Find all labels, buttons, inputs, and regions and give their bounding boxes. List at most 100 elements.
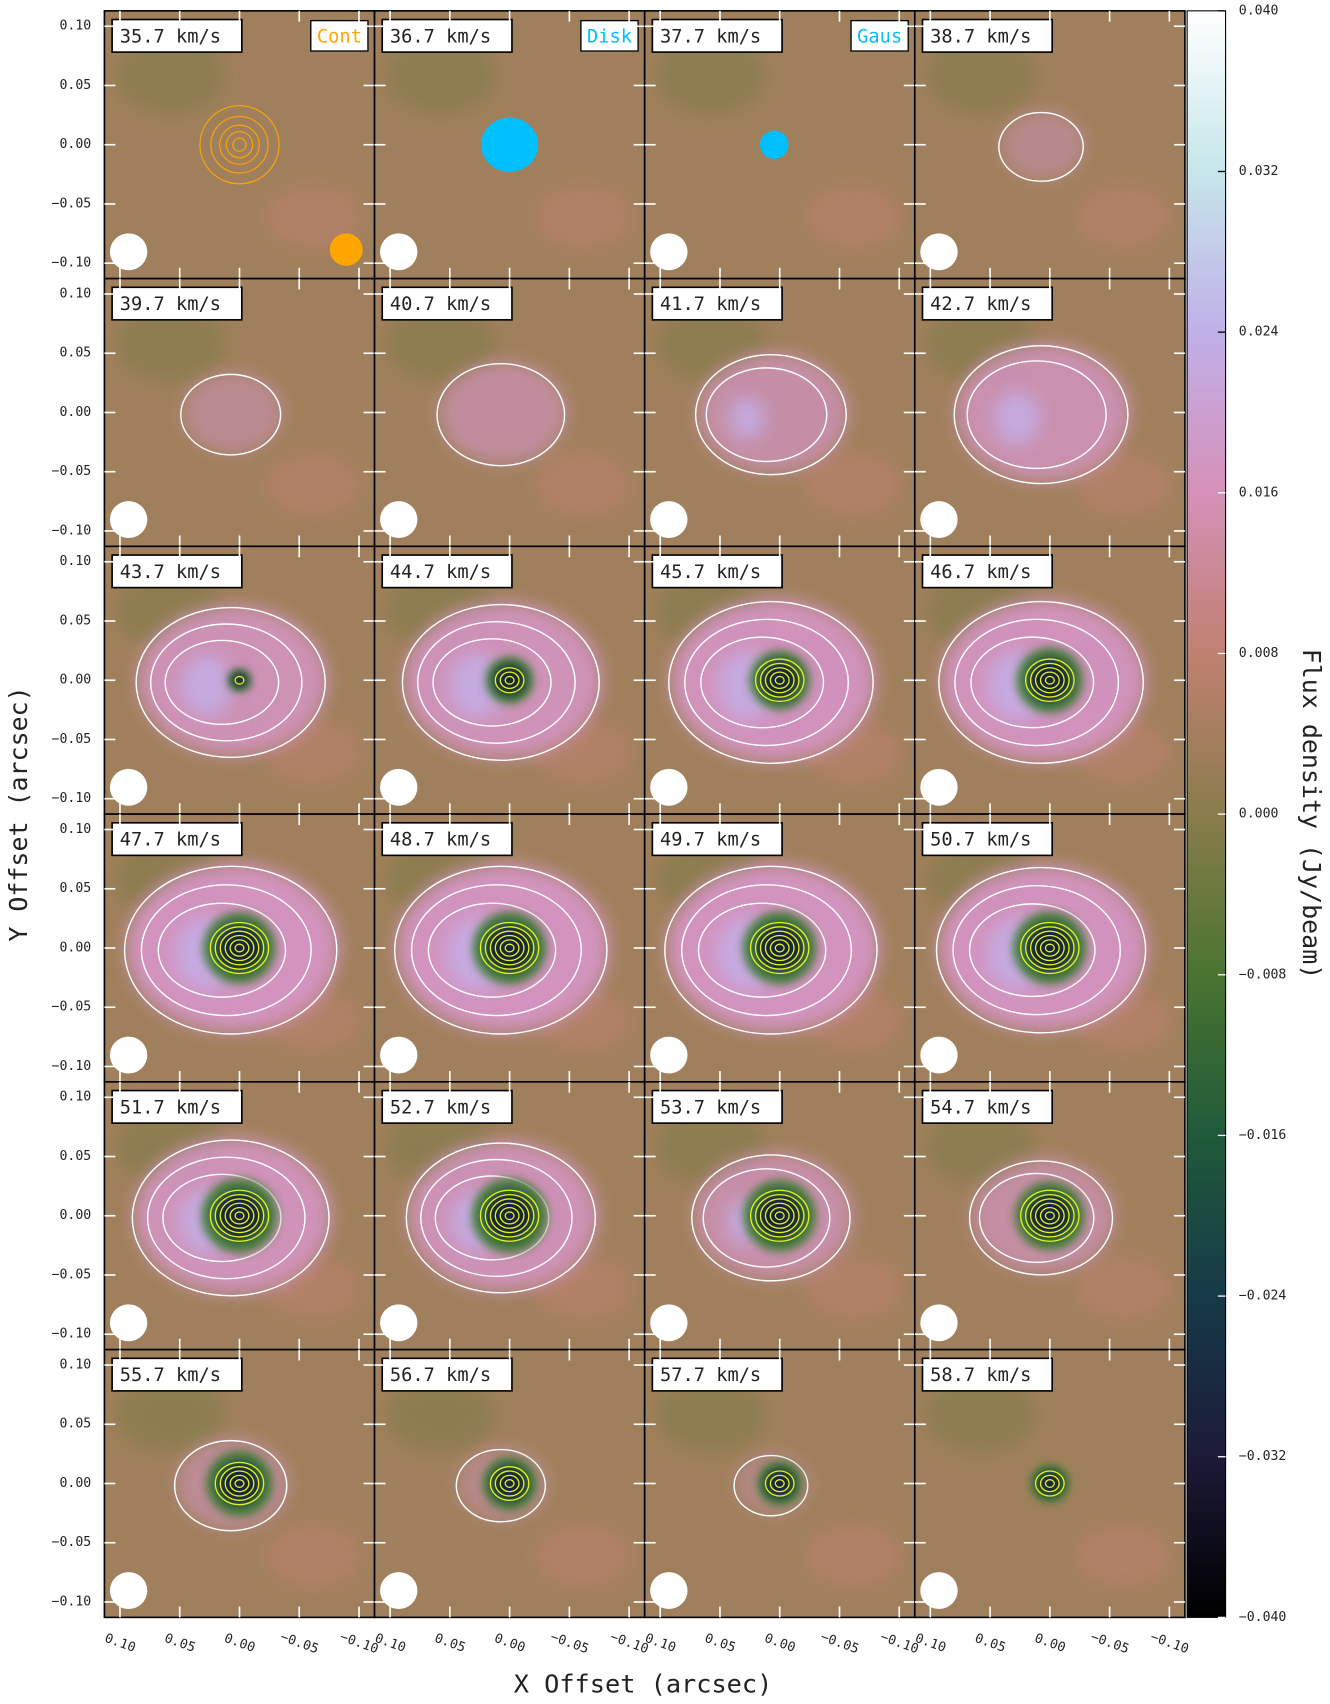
y-tick-label: 0.05: [59, 78, 91, 93]
x-tick-label: 0.00: [222, 1631, 257, 1656]
contour: [455, 1448, 547, 1523]
panel: [104, 546, 375, 815]
contour: [180, 373, 282, 456]
legend-label: Disk: [587, 26, 632, 47]
contour: [135, 606, 326, 759]
panel: [644, 1349, 915, 1618]
x-tick-label: 0.10: [373, 1631, 408, 1656]
y-tick-label: −0.05: [52, 197, 92, 212]
y-tick-label: 0.05: [59, 1417, 91, 1432]
panel: [374, 10, 645, 279]
channel-label-box: [651, 1089, 783, 1124]
contour: [504, 675, 515, 685]
model-contour: [225, 131, 254, 159]
panel: [914, 278, 1185, 547]
model-contour: [210, 115, 269, 174]
beam: [380, 1036, 418, 1074]
model-contour: [219, 124, 260, 165]
channel-label-box: [921, 18, 1054, 53]
channel-label: 44.7 km/s: [390, 562, 491, 583]
panel: [914, 546, 1185, 815]
model-gaussian: [759, 130, 789, 159]
contour: [140, 884, 312, 1017]
channel-label: 46.7 km/s: [930, 562, 1031, 583]
absorption-core: [765, 1469, 795, 1498]
contour: [229, 939, 250, 957]
y-tick-label: 0.10: [59, 1358, 91, 1373]
contour: [1029, 662, 1070, 698]
noise: [1074, 184, 1174, 250]
beam: [109, 1036, 148, 1074]
contour: [149, 623, 303, 742]
colorbar-tick-label: −0.008: [1239, 967, 1287, 982]
channel-label-box: [381, 821, 513, 857]
contour: [680, 884, 853, 1017]
legend-box: [850, 19, 909, 52]
contour: [764, 934, 795, 962]
beam: [109, 233, 148, 271]
noise: [804, 452, 903, 518]
contour: [769, 671, 790, 690]
channel-label-box: [111, 821, 243, 857]
contour: [769, 939, 790, 957]
x-tick-label: 0.10: [913, 1631, 948, 1656]
colorbar-tick-label: −0.016: [1239, 1128, 1287, 1143]
colorbar: [1186, 10, 1227, 1618]
beam: [380, 1304, 418, 1342]
channel-label-box: [111, 554, 243, 589]
channel-label-box: [381, 286, 513, 321]
contour: [1034, 667, 1065, 694]
contour: [131, 1139, 330, 1297]
contour: [667, 600, 874, 764]
contour: [749, 1189, 810, 1242]
contour: [764, 1470, 795, 1497]
absorption-core: [494, 665, 525, 696]
channel-label: 36.7 km/s: [390, 26, 491, 47]
absorption-core: [760, 661, 800, 700]
beam: [920, 501, 958, 539]
noise: [263, 184, 363, 250]
contour: [764, 1202, 795, 1229]
y-tick-label: −0.05: [52, 1268, 92, 1283]
noise: [655, 37, 766, 114]
contour: [146, 1156, 306, 1280]
channel-label: 41.7 km/s: [660, 294, 761, 315]
panel: [914, 814, 1185, 1082]
contour: [489, 1198, 530, 1234]
channel-label-box: [381, 1357, 513, 1392]
channel-label: 53.7 km/s: [660, 1097, 761, 1118]
channel-label: 45.7 km/s: [660, 562, 761, 583]
noise: [385, 305, 496, 382]
contour: [484, 926, 535, 970]
x-axis-title: X Offset (arcsec): [514, 1670, 773, 1699]
contour: [410, 884, 582, 1017]
model-contour: [232, 137, 247, 152]
colorbar-tick-label: −0.040: [1239, 1610, 1287, 1625]
panel: [644, 278, 915, 547]
contour: [224, 1202, 255, 1229]
contour: [938, 600, 1144, 764]
model-contour: [199, 105, 280, 185]
panel: [374, 1081, 645, 1350]
contour: [123, 865, 338, 1035]
contour: [234, 1479, 245, 1488]
beam: [380, 501, 418, 539]
noise: [1074, 1255, 1174, 1321]
channel-label: 39.7 km/s: [120, 294, 221, 315]
contour: [697, 902, 827, 998]
contour: [1020, 1189, 1080, 1242]
contour: [219, 1466, 260, 1501]
contour: [774, 1479, 785, 1488]
y-tick-label: −0.05: [52, 1535, 92, 1550]
contour: [1034, 1202, 1065, 1229]
contour: [504, 943, 515, 953]
panel: [374, 814, 645, 1082]
contour: [224, 1470, 255, 1497]
channel-label: 48.7 km/s: [390, 830, 491, 851]
panel: [104, 278, 375, 547]
legend-box: [310, 19, 369, 52]
contour: [754, 658, 805, 703]
y-tick-label: −0.10: [52, 1059, 92, 1074]
contour: [1044, 675, 1055, 685]
